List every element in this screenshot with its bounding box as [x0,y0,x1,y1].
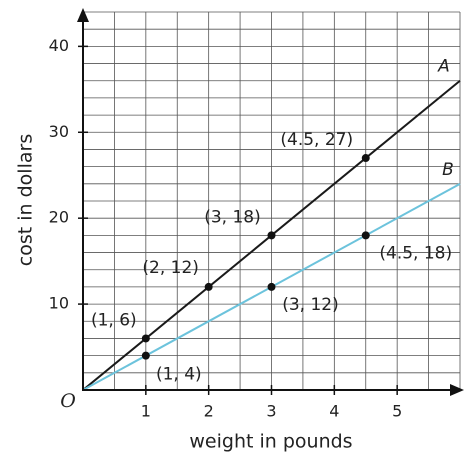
data-point [141,351,150,360]
data-point [361,231,370,240]
data-label: (1, 6) [91,310,137,330]
x-tick-label: 3 [266,402,276,421]
series-name: B [442,160,454,180]
y-tick-label: 30 [49,122,69,141]
origin-label: O [60,390,76,412]
x-axis-label: weight in pounds [189,431,352,453]
plot [82,79,461,391]
data-point [141,334,150,343]
data-point [267,231,276,240]
data-label: (2, 12) [142,258,199,278]
data-label: (4.5, 18) [379,243,452,263]
data-label: (3, 18) [204,207,261,227]
x-tick-label: 4 [329,402,339,421]
y-tick-label: 40 [49,36,69,55]
data-label: (3, 12) [282,295,339,315]
x-tick-label: 5 [392,402,402,421]
data-point [204,282,213,291]
x-tick-label: 2 [204,402,214,421]
y-tick-label: 20 [49,208,69,227]
y-axis-label: cost in dollars [15,134,37,266]
data-point [267,282,276,291]
y-tick-label: 10 [49,294,69,313]
x-axis-arrow [450,384,464,396]
data-point [361,154,370,163]
grid [78,11,461,395]
x-tick-label: 1 [141,402,151,421]
series-name: A [437,57,450,77]
data-label: (4.5, 27) [280,130,353,150]
y-axis-arrow [77,8,89,22]
data-label: (1, 4) [156,365,202,385]
